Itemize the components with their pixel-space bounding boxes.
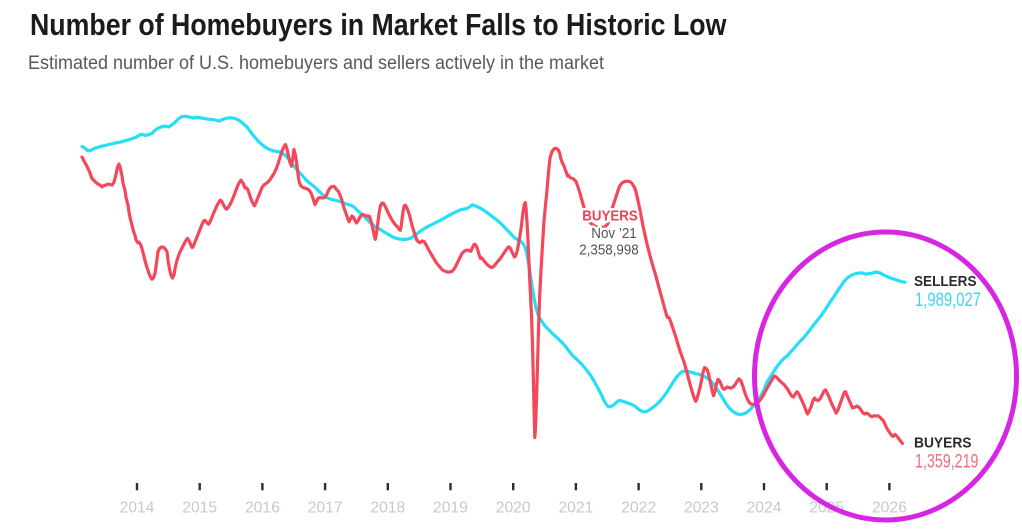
svg-text:2014: 2014 [120, 500, 155, 517]
svg-text:2022: 2022 [621, 500, 656, 517]
svg-text:Nov ’21: Nov ’21 [591, 226, 637, 242]
svg-text:2,358,998: 2,358,998 [579, 242, 639, 258]
svg-text:1,989,027: 1,989,027 [915, 290, 981, 311]
svg-text:2025: 2025 [809, 500, 844, 517]
svg-text:2024: 2024 [747, 500, 782, 517]
svg-text:2019: 2019 [433, 500, 468, 517]
svg-text:2021: 2021 [558, 500, 593, 517]
svg-text:SELLERS: SELLERS [914, 273, 977, 290]
svg-text:BUYERS: BUYERS [582, 209, 638, 225]
svg-text:2018: 2018 [370, 500, 405, 517]
svg-text:2026: 2026 [872, 500, 907, 517]
svg-text:1,359,219: 1,359,219 [915, 452, 979, 473]
svg-text:BUYERS: BUYERS [914, 435, 972, 452]
svg-text:2016: 2016 [245, 500, 280, 517]
svg-text:2015: 2015 [182, 500, 217, 517]
svg-text:2023: 2023 [684, 500, 719, 517]
svg-text:2020: 2020 [496, 500, 531, 517]
svg-text:2017: 2017 [308, 500, 343, 517]
